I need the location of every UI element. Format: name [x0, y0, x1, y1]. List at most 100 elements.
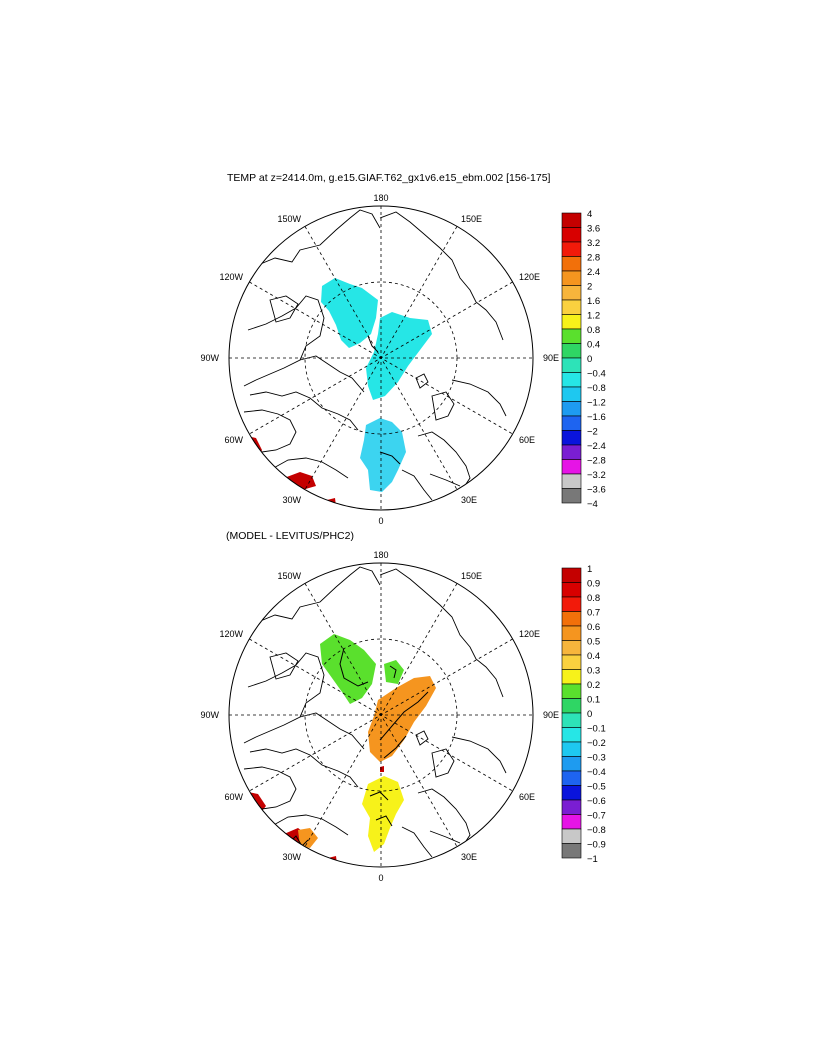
panel-1-colorbar-label: 0 [587, 354, 592, 365]
panel-1-colorbar-label: −2.4 [587, 441, 606, 452]
panel-1-colorbar-box [561, 386, 582, 402]
panel-1-colorbar-label: −1.2 [587, 398, 606, 409]
panel-1-colorbar-box [561, 459, 582, 475]
panel-2-lon-30w: 30W [282, 852, 301, 862]
anomaly-region-orange-2 [298, 828, 318, 848]
panel-2-colorbar-label: 0.7 [587, 608, 600, 619]
panel-2-lon-150w: 150W [277, 571, 301, 581]
panel-2-lon-60e: 60E [519, 792, 535, 802]
panel-2-colorbar-box [561, 828, 582, 844]
panel-2-lon-60w: 60W [224, 792, 243, 802]
panel-1-lon-120w: 120W [219, 272, 243, 282]
panel-1-colorbar-box [561, 372, 582, 388]
panel-2-colorbar-box [561, 843, 582, 859]
panel-1-contour-2 [379, 451, 401, 465]
panel-2-colorbar-box [561, 799, 582, 815]
panel-1-lon-0: 0 [378, 516, 383, 526]
panel-1-fields [243, 209, 507, 507]
anomaly-region-lightblue-1 [360, 418, 406, 492]
panel-1-colorbar-label: 2 [587, 282, 592, 293]
panel-2-colorbar-label: −0.5 [587, 782, 606, 793]
panel-1-colorbar-label: 3.6 [587, 224, 600, 235]
panel-1-colorbar-label: −3.6 [587, 485, 606, 496]
panel-2-coastlines [243, 566, 507, 858]
panel-1-colorbar-label: 0.4 [587, 340, 600, 351]
panel-1-lon-60w: 60W [224, 435, 243, 445]
panel-2-colorbar-label: 0.3 [587, 666, 600, 677]
panel-2-lon-90e: 90E [543, 710, 559, 720]
panel-1-colorbar-label: 1.2 [587, 311, 600, 322]
panel-2-colorbar-label: −0.8 [587, 825, 606, 836]
panel-2-title: (MODEL - LEVITUS/PHC2) [226, 530, 354, 542]
panel-1-colorbar-box [561, 343, 582, 359]
panel-1-colorbar-box [561, 241, 582, 257]
panel-2-colorbar-box [561, 727, 582, 743]
panel-2-colorbar: 1 0.9 0.8 0.7 0.6 0.5 0.4 0.3 0.2 0.1 0 … [561, 564, 606, 865]
panel-2-colorbar-box [561, 611, 582, 627]
panel-2-colorbar-boxes [561, 567, 582, 859]
panel-2-lon-180: 180 [373, 550, 388, 560]
panel-1-colorbar-box [561, 299, 582, 315]
anomaly-region-cyan-2 [366, 312, 432, 400]
panel-2-colorbar-box [561, 770, 582, 786]
panel-2-colorbar-box [561, 654, 582, 670]
panel-2-colorbar-box [561, 698, 582, 714]
panel-1-colorbar-box [561, 285, 582, 301]
panel-1-coastlines [243, 209, 507, 501]
panel-2-colorbar-label: 0.8 [587, 593, 600, 604]
panel-1-colorbar-box [561, 473, 582, 489]
panel-2-lon-150e: 150E [461, 571, 482, 581]
panel-2-colorbar-box [561, 625, 582, 641]
panel-2-colorbar-box [561, 814, 582, 830]
panel-2-colorbar-label: −0.9 [587, 840, 606, 851]
panel-1-colorbar-label: 4 [587, 209, 592, 220]
panel-2-colorbar-label: 1 [587, 564, 592, 575]
panel-1-colorbar-label: 2.8 [587, 253, 600, 264]
panel-1-colorbar-box [561, 415, 582, 431]
panel-1-colorbar-labels: 4 3.6 3.2 2.8 2.4 2 1.6 1.2 0.8 0.4 0 −0… [587, 209, 606, 510]
panel-1-colorbar-box [561, 401, 582, 417]
panel-1-colorbar: 4 3.6 3.2 2.8 2.4 2 1.6 1.2 0.8 0.4 0 −0… [561, 209, 606, 510]
panel-2-colorbar-label: 0.2 [587, 680, 600, 691]
panel-1-lon-150w: 150W [277, 214, 301, 224]
panel-1-lon-60e: 60E [519, 435, 535, 445]
panel-2-colorbar-box [561, 712, 582, 728]
panel-2-colorbar-box [561, 741, 582, 757]
panel-2-colorbar-label: −0.7 [587, 811, 606, 822]
panel-1-colorbar-label: −4 [587, 499, 598, 510]
panel-2-lon-90w: 90W [200, 710, 219, 720]
panel-1-colorbar-label: 3.2 [587, 238, 600, 249]
panel-2-colorbar-label: 0.4 [587, 651, 600, 662]
panel-1-colorbar-box [561, 444, 582, 460]
panel-1-lon-180: 180 [373, 193, 388, 203]
panel-2-colorbar-box [561, 596, 582, 612]
panel-1-lon-30w: 30W [282, 495, 301, 505]
panel-2-map: 180 0 90W 90E 150W 120W 150E 120E 60W 30… [200, 550, 559, 883]
panel-1-colorbar-box [561, 328, 582, 344]
anomaly-region-red-4 [248, 792, 266, 816]
panel-2-lon-120e: 120E [519, 629, 540, 639]
panel-1-map: 180 0 90W 90E 150W 120W 150E 120E 60W 30… [200, 193, 559, 526]
panel-2-colorbar-box [561, 640, 582, 656]
panel-2-colorbar-box [561, 582, 582, 598]
panel-2-colorbar-label: 0.1 [587, 695, 600, 706]
panel-1-colorbar-label: −0.4 [587, 369, 606, 380]
panel-2-lon-0: 0 [378, 873, 383, 883]
panel-1-lon-150e: 150E [461, 214, 482, 224]
panel-2-colorbar-label: −0.4 [587, 767, 606, 778]
panel-2-colorbar-label: 0.6 [587, 622, 600, 633]
panel-2-colorbar-label: 0.9 [587, 579, 600, 590]
panel-1-colorbar-label: −3.2 [587, 470, 606, 481]
panel-1-colorbar-box [561, 212, 582, 228]
panel-1-lon-90w: 90W [200, 353, 219, 363]
panel-1-colorbar-box [561, 270, 582, 286]
panel-2-lon-120w: 120W [219, 629, 243, 639]
panel-2-lon-30e: 30E [461, 852, 477, 862]
panel-1-colorbar-label: −2.8 [587, 456, 606, 467]
panel-1-lon-120e: 120E [519, 272, 540, 282]
anomaly-region-cyan-1 [321, 278, 378, 348]
panel-1-lon-30e: 30E [461, 495, 477, 505]
anomaly-region-green-1 [320, 634, 376, 704]
panel-2-colorbar-label: −0.6 [587, 796, 606, 807]
